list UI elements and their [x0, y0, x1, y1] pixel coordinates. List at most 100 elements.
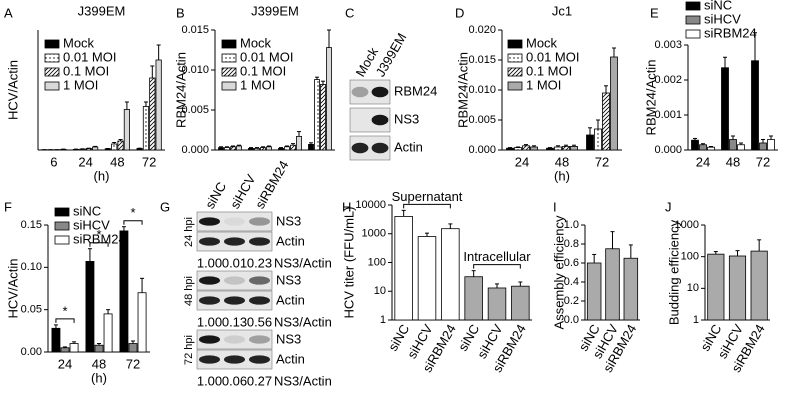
panel-label: F [4, 199, 12, 214]
bar [487, 287, 507, 321]
bar [586, 134, 594, 151]
x-axis-label: (h) [94, 168, 110, 183]
bar [691, 139, 699, 151]
y-tick-label: 0.00 [21, 346, 42, 358]
legend-label: Mock [63, 35, 95, 50]
band-label: NS3 [394, 111, 419, 126]
bar [136, 148, 143, 151]
blot-band [351, 86, 369, 98]
bar [728, 255, 747, 321]
bar [737, 144, 745, 151]
bar [394, 216, 413, 321]
chart-title: J399EM [251, 3, 299, 18]
bar [707, 146, 715, 151]
legend-swatch [221, 67, 237, 77]
bar [721, 67, 729, 151]
ratio-label: 0.06 [222, 373, 247, 388]
legend-label: 0.1 MOI [63, 63, 109, 78]
band-label: Actin [276, 351, 305, 366]
bar [511, 285, 530, 321]
bar [605, 248, 620, 321]
x-tick-label: 48 [555, 154, 569, 169]
blot-strip [196, 211, 273, 232]
blot-band [224, 296, 245, 305]
x-tick-label: 24 [696, 154, 710, 169]
bar [284, 146, 290, 151]
bar [506, 147, 514, 151]
legend-label: 1 MOI [240, 77, 275, 92]
legend-swatch [54, 221, 70, 231]
panel-label: E [650, 5, 659, 20]
time-label: 72 hpi [183, 335, 195, 365]
x-axis-label: (h) [554, 168, 570, 183]
x-tick-label: 72 [756, 154, 770, 169]
bar [464, 276, 483, 321]
bar [530, 146, 538, 151]
bar [248, 147, 254, 151]
blot-band [249, 237, 270, 246]
ratio-label: 1.00 [197, 255, 222, 270]
y-tick-label: 1 [380, 314, 386, 326]
blot-band [249, 296, 270, 305]
blot-band [371, 142, 389, 154]
panel-label: I [553, 199, 557, 214]
bar [594, 128, 602, 151]
blot-band [224, 355, 245, 364]
legend-label: 0.1 MOI [240, 63, 286, 78]
legend-swatch [221, 81, 237, 91]
bar [290, 144, 296, 151]
legend-label: siHCV [704, 11, 741, 26]
panel-label: D [455, 5, 464, 20]
bar [137, 292, 147, 353]
ratio-name: NS3/Actin [274, 255, 332, 270]
annotation: * [62, 303, 67, 318]
legend-swatch [507, 81, 523, 91]
blot-band [199, 276, 220, 285]
legend-swatch [44, 53, 60, 63]
bar [320, 84, 326, 151]
x-tick-label: 6 [50, 154, 57, 169]
blot-band [224, 237, 245, 246]
ratio-label: 0.01 [222, 255, 247, 270]
bar [570, 145, 578, 151]
y-tick-label: 0.10 [21, 261, 42, 273]
legend-swatch [221, 39, 237, 49]
legend-swatch [54, 207, 70, 217]
legend-swatch [44, 67, 60, 77]
bar [117, 140, 124, 151]
bar [103, 313, 113, 353]
blot-band [199, 296, 220, 305]
bar [94, 344, 104, 353]
legend-label: Mock [526, 35, 558, 50]
bar [155, 59, 162, 151]
blot-band [199, 237, 220, 246]
bar [218, 147, 224, 151]
y-tick-label: 1.0 [564, 219, 579, 231]
y-tick-label: 0.005 [181, 104, 209, 116]
y-tick-label: 0.15 [21, 219, 42, 231]
y-tick-label: 100 [681, 251, 699, 263]
bar [562, 145, 570, 151]
blot-band [199, 355, 220, 364]
annotation: * [130, 205, 135, 220]
y-tick-label: 1000 [362, 228, 386, 240]
legend-label: siNC [73, 203, 101, 218]
y-tick-label: 0.6 [564, 257, 579, 269]
y-tick-label: 0.005 [468, 114, 496, 126]
annotation-bracket [403, 203, 451, 209]
legend-label: siHCV [73, 217, 110, 232]
y-tick-label: 0.000 [654, 144, 682, 156]
blot-band [224, 335, 245, 344]
bar [522, 145, 530, 151]
legend-swatch [44, 81, 60, 91]
annotation: Supernatant [392, 189, 463, 204]
y-tick-label: 100 [368, 256, 386, 268]
bar [514, 147, 522, 151]
bar [119, 230, 129, 353]
x-tick-label: 72 [142, 154, 156, 169]
legend-swatch [54, 235, 70, 245]
y-axis-label: RBM24/Actin [173, 52, 188, 128]
annotation-bracket [123, 220, 143, 225]
y-tick-label: 0.015 [181, 24, 209, 36]
